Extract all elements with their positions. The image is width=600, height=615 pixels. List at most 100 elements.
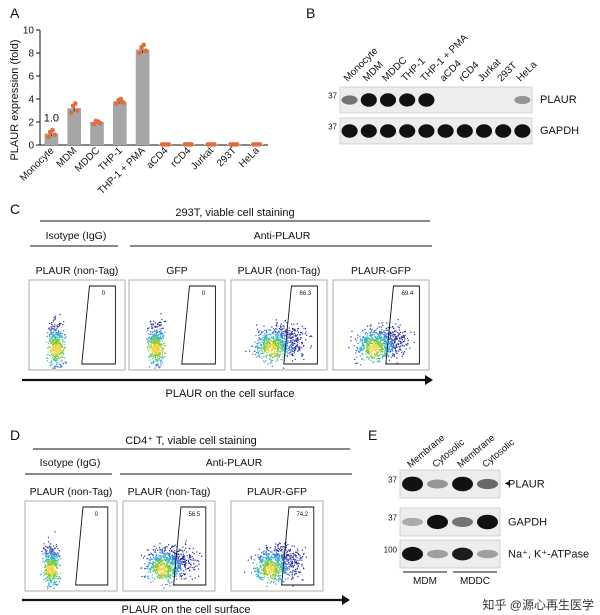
flow-event: [283, 553, 285, 555]
flow-event: [305, 331, 307, 333]
gate-percentage: 66.3: [300, 291, 312, 297]
flow-event: [48, 328, 50, 330]
flow-event: [149, 341, 152, 343]
flow-event: [301, 354, 303, 356]
flow-event: [257, 342, 259, 344]
flow-event: [156, 350, 158, 352]
flow-event: [189, 556, 191, 558]
flow-event: [260, 567, 262, 569]
flow-event: [166, 565, 169, 567]
flow-event: [165, 564, 168, 566]
flow-event: [148, 356, 150, 358]
flow-event: [253, 567, 255, 569]
flow-event: [58, 326, 60, 328]
flow-event: [261, 552, 263, 554]
flow-event: [286, 554, 288, 556]
flow-event: [271, 570, 273, 572]
flow-event: [277, 342, 279, 345]
flow-event: [158, 321, 160, 324]
flow-event: [274, 347, 276, 349]
flow-event: [42, 575, 45, 577]
flow-event: [182, 561, 184, 563]
flow-event: [48, 573, 50, 575]
flow-event: [276, 560, 278, 562]
flow-event: [43, 579, 45, 581]
flow-event: [47, 552, 50, 554]
flow-plot-frame: [128, 279, 226, 371]
flow-event: [359, 347, 361, 349]
flow-event: [291, 336, 293, 338]
flow-event: [376, 346, 378, 348]
flow-event: [379, 341, 382, 343]
flow-event: [161, 332, 163, 335]
flow-event: [152, 331, 154, 333]
flow-event: [50, 565, 52, 567]
flow-event: [60, 360, 62, 363]
flow-event: [382, 337, 384, 339]
flow-event: [398, 348, 400, 350]
flow-event: [161, 559, 163, 561]
flow-event: [275, 319, 278, 321]
bar: [44, 133, 59, 145]
flow-event: [52, 558, 54, 560]
flow-event: [277, 560, 279, 562]
flow-event: [147, 558, 149, 560]
flow-event: [287, 332, 289, 334]
flow-event: [370, 359, 372, 362]
flow-event: [279, 348, 282, 350]
flow-event: [402, 332, 404, 334]
flow-event: [151, 350, 153, 353]
flow-event: [178, 566, 180, 568]
flow-event: [284, 355, 286, 357]
flow-event: [407, 343, 409, 345]
flow-event: [176, 556, 178, 558]
flow-event: [156, 323, 159, 326]
flow-event: [394, 341, 396, 343]
flow-event: [284, 578, 287, 580]
flow-event: [291, 561, 294, 563]
flow-event: [160, 338, 162, 340]
flow-event: [50, 351, 52, 353]
flow-event: [373, 344, 375, 346]
flow-event: [362, 342, 364, 344]
flow-event: [163, 344, 165, 346]
flow-event: [52, 573, 55, 576]
flow-event: [400, 345, 402, 347]
flow-event: [172, 558, 174, 560]
flow-event: [292, 566, 294, 568]
flow-event: [274, 342, 276, 344]
flow-event: [274, 327, 277, 330]
flow-event: [275, 553, 277, 555]
flow-event: [296, 563, 298, 565]
flow-event: [159, 573, 161, 575]
flow-event: [267, 554, 269, 556]
flow-event: [156, 331, 158, 333]
flow-event: [377, 334, 379, 336]
flow-event: [293, 564, 296, 566]
flow-event: [289, 550, 291, 552]
flow-event: [55, 340, 57, 342]
flow-event: [45, 560, 47, 562]
flow-event: [65, 362, 68, 364]
flow-event: [305, 556, 308, 558]
flow-event: [54, 329, 56, 331]
flow-event: [60, 345, 63, 348]
flow-event: [396, 357, 398, 359]
flow-event: [49, 354, 51, 357]
flow-event: [292, 348, 294, 350]
flow-event: [47, 332, 49, 334]
flow-event: [177, 570, 179, 572]
flow-event: [290, 562, 293, 564]
flow-event: [272, 337, 274, 339]
flow-event: [166, 553, 168, 555]
flow-event: [383, 341, 386, 343]
flow-event: [147, 339, 149, 342]
flow-event: [265, 335, 267, 337]
flow-event: [381, 331, 383, 333]
flow-event: [149, 355, 151, 357]
flow-event: [265, 555, 268, 557]
blot-band: [418, 93, 435, 107]
flow-event: [409, 347, 411, 349]
flow-event: [262, 551, 264, 553]
flow-event: [292, 355, 294, 357]
